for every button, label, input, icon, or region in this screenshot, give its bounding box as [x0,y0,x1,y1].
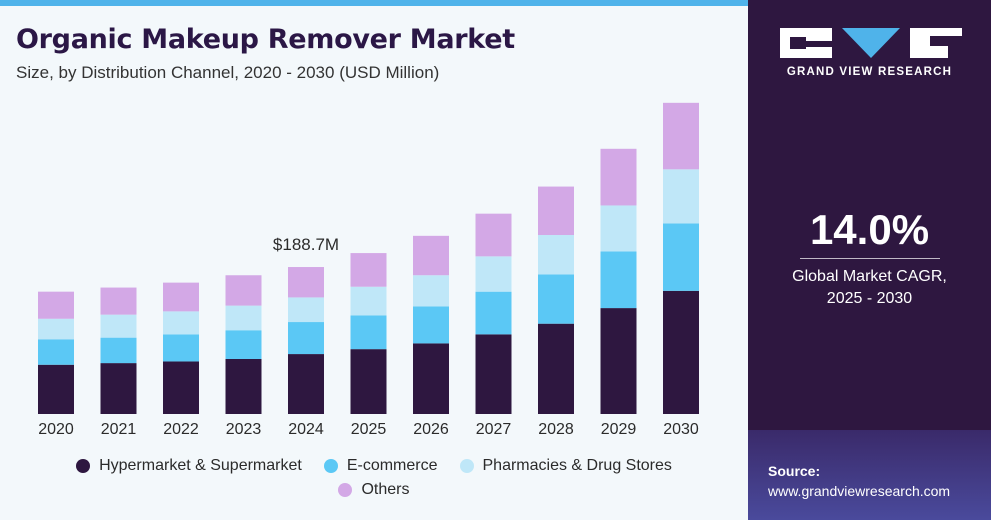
x-tick-label-2025: 2025 [351,421,387,438]
bar-hypermarket-2020 [38,364,74,414]
bar-hypermarket-2028 [538,323,574,414]
x-tick-label-2029: 2029 [601,421,637,438]
bar-pharmacies-2027 [475,256,512,292]
bar-others-2022 [163,282,199,312]
bar-pharmacies-2020 [38,318,74,340]
bar-others-2028 [538,186,574,236]
x-tick-label-2021: 2021 [101,421,137,438]
bar-hypermarket-2021 [100,363,137,414]
source-title: Source: [768,463,821,479]
legend-item-pharmacies: Pharmacies & Drug Stores [459,457,672,475]
legend-swatch-hypermarket [76,459,91,473]
x-tick-label-2027: 2027 [476,421,512,438]
x-tick-label-2024: 2024 [288,421,324,438]
bar-ecommerce-2023 [225,330,262,359]
bar-pharmacies-2028 [538,235,574,275]
bar-pharmacies-2026 [413,275,449,307]
cagr-label: Global Market CAGR, 2025 - 2030 [748,266,991,310]
grand-view-research-logo [780,28,962,58]
legend-label-ecommerce: E-commerce [346,457,438,474]
bar-pharmacies-2022 [163,311,199,335]
legend-swatch-others [338,483,353,497]
stacked-bar-chart: 2020 2021 2022 2023 2024 $188.7M 2025 2026 2027 2… [38,102,699,438]
chart-subtitle: Size, by Distribution Channel, 2020 - 20… [16,63,440,82]
bar-others-2024 [288,267,324,298]
bar-hypermarket-2026 [413,343,449,414]
bar-pharmacies-2021 [100,314,137,338]
bar-ecommerce-2024 [288,322,324,355]
x-tick-label-2028: 2028 [538,421,574,438]
legend-swatch-pharmacies [459,459,474,473]
bar-ecommerce-2030 [663,223,699,291]
bar-hypermarket-2022 [163,361,199,414]
brand-name: GRAND VIEW RESEARCH [786,66,953,78]
x-tick-label-2026: 2026 [413,421,449,438]
legend-item-others: Others [338,481,410,499]
bar-pharmacies-2030 [663,169,699,224]
x-tick-label-2022: 2022 [163,421,199,438]
legend-item-hypermarket: Hypermarket & Supermarket [76,457,302,475]
legend-item-ecommerce: E-commerce [323,457,438,475]
x-tick-label-2023: 2023 [226,421,262,438]
x-tick-label-2020: 2020 [38,421,74,438]
cagr-divider [800,258,940,259]
bar-hypermarket-2024 [288,354,324,414]
bar-hypermarket-2027 [475,334,512,414]
source-url: www.grandviewresearch.com [768,483,951,499]
bar-others-2027 [475,213,512,257]
legend-label-others: Others [361,481,410,498]
bar-pharmacies-2029 [600,205,637,252]
bar-pharmacies-2023 [225,305,262,331]
bar-pharmacies-2024 [288,297,324,323]
bar-pharmacies-2025 [350,286,387,316]
bar-ecommerce-2026 [413,306,449,344]
cagr-value: 14.0% [809,206,930,253]
bar-ecommerce-2021 [100,337,137,364]
bar-others-2025 [350,253,387,287]
bar-others-2020 [38,291,74,319]
bar-others-2030 [663,102,699,170]
bar-others-2023 [225,275,262,306]
cagr-label-line1: Global Market CAGR, [792,268,947,285]
bar-others-2029 [600,148,637,206]
top-accent-bar [0,0,748,6]
legend-label-pharmacies: Pharmacies & Drug Stores [482,457,672,474]
bar-ecommerce-2028 [538,274,574,324]
legend-row-1: Hypermarket & Supermarket E-commerce Pha… [0,454,748,478]
bar-hypermarket-2025 [350,349,387,414]
sidebar-panel: GRAND VIEW RESEARCH 14.0% Global Market … [748,0,991,520]
bar-ecommerce-2027 [475,291,512,335]
bar-ecommerce-2022 [163,334,199,362]
bar-others-2026 [413,235,449,276]
bar-ecommerce-2025 [350,315,387,350]
bar-others-2021 [100,287,137,315]
chart-title: Organic Makeup Remover Market [16,24,515,55]
value-annotation-2024: $188.7M [273,235,339,254]
bar-hypermarket-2030 [663,290,699,414]
cagr-label-line2: 2025 - 2030 [826,290,913,307]
bar-hypermarket-2029 [600,308,637,414]
source-band [748,430,991,520]
legend-row-2: Others [0,478,748,502]
bar-ecommerce-2020 [38,339,74,365]
bar-ecommerce-2029 [600,251,637,309]
legend-label-hypermarket: Hypermarket & Supermarket [99,457,302,474]
x-tick-label-2030: 2030 [663,421,699,438]
bar-hypermarket-2023 [225,358,262,414]
chart-legend: Hypermarket & Supermarket E-commerce Pha… [0,454,748,502]
legend-swatch-ecommerce [323,459,338,473]
